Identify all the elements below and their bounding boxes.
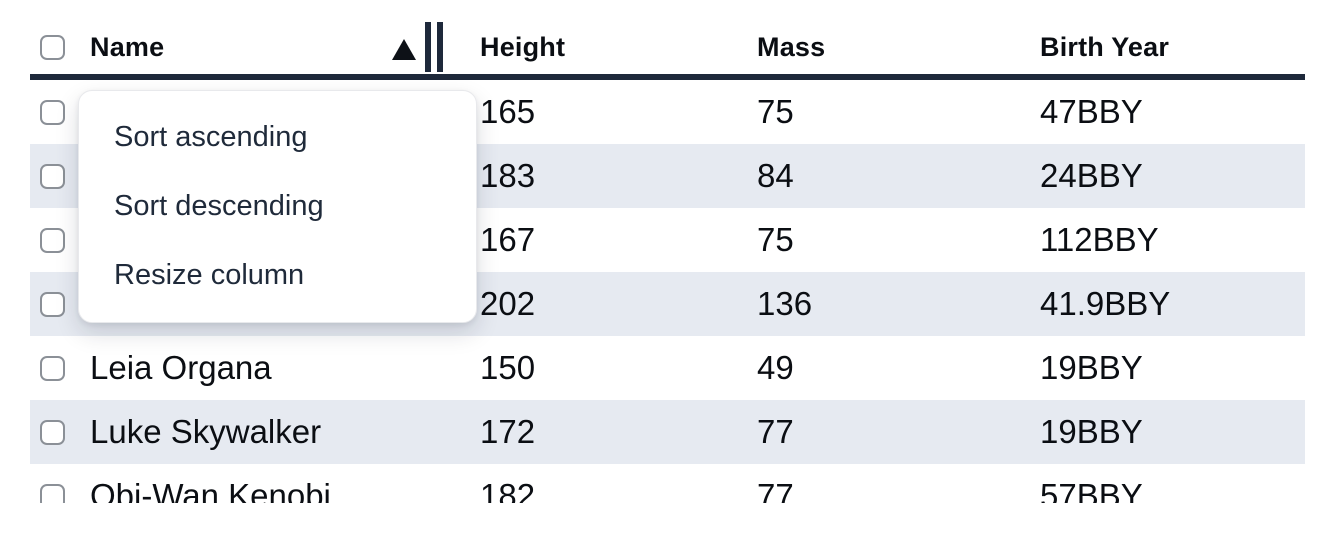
- menu-item-resize-column[interactable]: Resize column: [114, 259, 305, 291]
- cell-mass: 77: [757, 413, 794, 450]
- table-row: 165 75 47BBY: [30, 80, 1305, 144]
- cell-name: Luke Skywalker: [90, 413, 322, 450]
- cell-mass: 75: [757, 221, 794, 258]
- row-checkbox[interactable]: [40, 291, 65, 317]
- cell-height: 167: [480, 221, 536, 258]
- row-checkbox[interactable]: [40, 355, 65, 381]
- cell-birth-year: 19BBY: [1040, 349, 1143, 386]
- cell-birth-year: 112BBY: [1040, 221, 1159, 258]
- row-checkbox[interactable]: [40, 99, 65, 125]
- cell-birth-year: 57BBY: [1040, 477, 1143, 503]
- table-row: Leia Organa 150 49 19BBY: [30, 336, 1305, 400]
- menu-item-sort-ascending[interactable]: Sort ascending: [114, 121, 308, 153]
- sort-ascending-icon: [392, 39, 416, 60]
- cell-mass: 84: [757, 157, 794, 194]
- table-viewport: Name Height Mass Birth Year 165 75 47: [30, 0, 1305, 503]
- cell-height: 183: [480, 157, 536, 194]
- column-header-birth-year[interactable]: Birth Year: [1040, 31, 1170, 62]
- cell-birth-year: 24BBY: [1040, 157, 1143, 194]
- cell-name: Leia Organa: [90, 349, 272, 386]
- cell-height: 172: [480, 413, 536, 450]
- resize-bar-icon: [425, 22, 431, 72]
- menu-item-sort-descending[interactable]: Sort descending: [114, 190, 324, 222]
- cell-birth-year: 47BBY: [1040, 93, 1143, 130]
- row-checkbox[interactable]: [40, 483, 65, 503]
- cell-name: Obi-Wan Kenobi: [90, 477, 331, 503]
- table-row: Luke Skywalker 172 77 19BBY: [30, 400, 1305, 464]
- row-checkbox[interactable]: [40, 163, 65, 189]
- cell-height: 182: [480, 477, 536, 503]
- name-column-controls: [392, 22, 480, 72]
- column-header-mass[interactable]: Mass: [757, 31, 826, 62]
- column-header-height[interactable]: Height: [480, 31, 566, 62]
- table-header-row: Name Height Mass Birth Year: [30, 0, 1305, 80]
- resize-bar-icon: [437, 22, 443, 72]
- column-context-menu: Sort ascending Sort descending Resize co…: [78, 90, 477, 323]
- cell-birth-year: 41.9BBY: [1040, 285, 1171, 322]
- cell-height: 150: [480, 349, 536, 386]
- cell-mass: 49: [757, 349, 794, 386]
- row-checkbox[interactable]: [40, 419, 65, 445]
- cell-mass: 136: [757, 285, 813, 322]
- select-all-checkbox[interactable]: [40, 34, 65, 60]
- row-checkbox[interactable]: [40, 227, 65, 253]
- cell-birth-year: 19BBY: [1040, 413, 1143, 450]
- column-header-name[interactable]: Name: [90, 31, 165, 62]
- table-row: Obi-Wan Kenobi 182 77 57BBY: [30, 464, 1305, 503]
- cell-mass: 75: [757, 93, 794, 130]
- cell-height: 202: [480, 285, 536, 322]
- column-resize-handle[interactable]: [425, 22, 443, 72]
- cell-height: 165: [480, 93, 536, 130]
- header-cell-name[interactable]: Name: [90, 22, 480, 72]
- table-row: 167 75 112BBY: [30, 208, 1305, 272]
- cell-mass: 77: [757, 477, 794, 503]
- header-checkbox-cell: [30, 34, 90, 60]
